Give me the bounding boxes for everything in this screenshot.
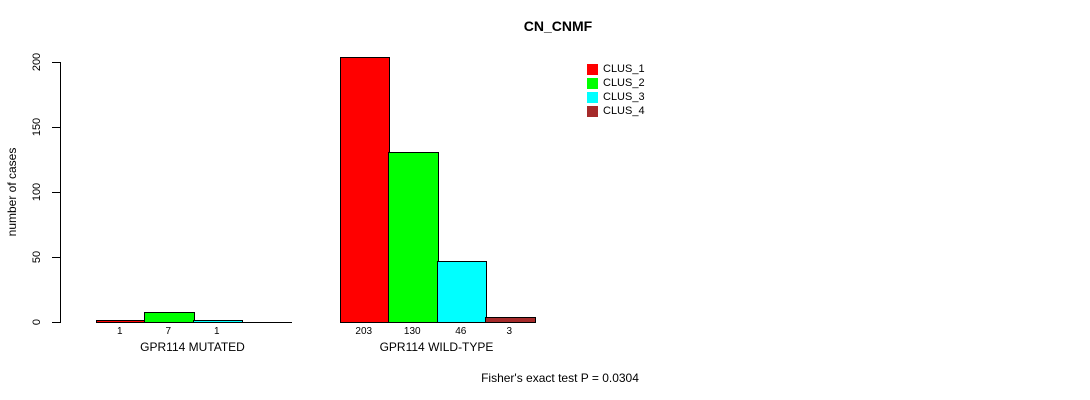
legend-swatch [587, 77, 598, 89]
y-axis-label: number of cases [5, 147, 19, 237]
y-tick-label: 0 [31, 318, 43, 326]
annotation-text: Fisher's exact test P = 0.0304 [481, 371, 639, 385]
y-axis-line [60, 62, 61, 323]
y-tick [52, 322, 60, 323]
bar [436, 261, 487, 323]
legend-swatch [587, 63, 598, 75]
legend-label: CLUS_2 [603, 77, 645, 89]
y-tick [52, 62, 60, 63]
y-tick-label: 100 [31, 182, 43, 202]
legend-item: CLUS_3 [587, 90, 645, 104]
bar [95, 319, 146, 323]
bar-value-label: 1 [116, 326, 123, 337]
bar [144, 311, 195, 323]
legend-label: CLUS_4 [603, 105, 645, 117]
bar [339, 57, 390, 323]
legend-label: CLUS_3 [603, 91, 645, 103]
bar-value-label: 3 [506, 326, 513, 337]
bar-value-label: 7 [165, 326, 172, 337]
bar [192, 319, 243, 323]
y-tick [52, 192, 60, 193]
y-tick-label: 200 [31, 52, 43, 72]
legend-swatch [587, 105, 598, 117]
bar [388, 152, 439, 323]
legend: CLUS_1 CLUS_2 CLUS_3 CLUS_4 [587, 62, 645, 118]
group-label: GPR114 WILD-TYPE [379, 340, 494, 354]
bar-value-label: 130 [403, 326, 421, 337]
y-tick [52, 127, 60, 128]
group-label: GPR114 MUTATED [140, 340, 245, 354]
chart-title: CN_CNMF [523, 18, 593, 34]
bar-value-label: 1 [213, 326, 220, 337]
y-tick [52, 257, 60, 258]
legend-item: CLUS_4 [587, 104, 645, 118]
bar [241, 322, 292, 323]
y-tick-label: 50 [31, 250, 43, 264]
legend-swatch [587, 91, 598, 103]
legend-item: CLUS_1 [587, 62, 645, 76]
y-tick-label: 150 [31, 117, 43, 137]
legend-item: CLUS_2 [587, 76, 645, 90]
bar-value-label: 203 [355, 326, 373, 337]
legend-label: CLUS_1 [603, 63, 645, 75]
bar [485, 317, 536, 323]
bar-value-label: 46 [455, 326, 467, 337]
